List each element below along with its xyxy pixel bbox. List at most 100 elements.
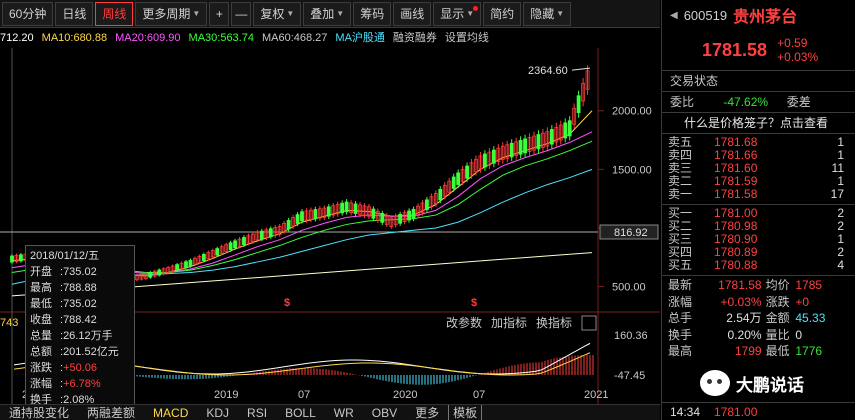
candle-body xyxy=(188,259,193,267)
high-price-label: 2364.60 xyxy=(528,65,568,77)
candle-body xyxy=(532,135,536,151)
toolbar-button-label: 日线 xyxy=(62,6,87,21)
watermark: 大鹏说话 xyxy=(700,368,804,398)
indicator-tab[interactable]: 模板 xyxy=(448,405,483,420)
candle-body xyxy=(304,210,309,221)
moving-average-legend: 712.20 MA10:680.88 MA20:609.90 MA30:563.74 M… xyxy=(0,29,660,47)
bids-label: 买二 xyxy=(668,219,693,233)
bids-price[interactable]: 1780.98 xyxy=(714,219,758,233)
candle-body xyxy=(536,134,541,150)
candle-body xyxy=(527,137,532,152)
toolbar-button-12[interactable]: 隐藏 ▼ xyxy=(523,1,572,26)
asks-label: 卖五 xyxy=(668,135,693,149)
indicator-tab[interactable]: 更多 xyxy=(415,406,440,420)
price-box: 1781.58 +0.59 +0.03% xyxy=(662,30,855,70)
asks-price[interactable]: 1781.58 xyxy=(714,187,758,201)
tooltip-row: 换手: 2.08% xyxy=(30,392,130,408)
candle-body xyxy=(246,235,251,244)
toolbar-button-11[interactable]: 简约 xyxy=(483,1,522,26)
stat-row: 最高 1799 最低 1776 xyxy=(662,343,855,360)
candle-body xyxy=(407,210,411,221)
candle-body xyxy=(554,126,559,143)
bids-price[interactable]: 1780.89 xyxy=(714,245,758,259)
bids-price[interactable]: 1780.88 xyxy=(714,258,758,272)
bid-book: 买一 1781.00 2 买二 1780.98 2 买三 1780.90 1 买四 1780.89 2… xyxy=(662,205,855,272)
candle-body xyxy=(237,238,242,247)
dividend-marker-icon[interactable]: $ xyxy=(471,297,477,309)
indicator-tab[interactable]: WR xyxy=(333,405,354,420)
ma-legend-item[interactable]: 融资融券 xyxy=(392,32,437,44)
tooltip-sep: : xyxy=(60,394,64,406)
toolbar-button-label: 显示 xyxy=(440,6,465,21)
indicator-tab[interactable]: 通持股变化 xyxy=(9,406,70,420)
ma-legend-item[interactable]: MA沪股通 xyxy=(335,32,385,44)
stat-label: 涨跌 xyxy=(765,294,790,309)
candle-body xyxy=(545,131,550,147)
macd-button[interactable]: 换指标 xyxy=(536,315,572,330)
candle-body xyxy=(135,274,139,281)
toolbar-button-1[interactable]: 日线 xyxy=(55,1,94,26)
tooltip-value: +6.78% xyxy=(63,378,101,390)
stat-label: 换手 xyxy=(668,327,693,342)
macd-expand-icon[interactable] xyxy=(581,315,597,331)
toolbar-button-4[interactable]: + xyxy=(209,1,230,26)
trade-status: 交易状态 xyxy=(670,74,719,88)
indicator-tab[interactable]: 两融差额 xyxy=(87,406,136,420)
stat-value: 1781.58 xyxy=(718,278,762,292)
candle-body xyxy=(558,124,563,141)
candle-body xyxy=(197,255,202,263)
indicator-tab[interactable]: BOLL xyxy=(285,405,316,420)
stat-row: 涨幅 +0.03% 涨跌 +0 xyxy=(662,294,855,311)
candle-body xyxy=(179,262,184,270)
bids-label: 买一 xyxy=(668,206,693,220)
toolbar-button-7[interactable]: 叠加 ▼ xyxy=(303,1,352,26)
bids-price[interactable]: 1781.00 xyxy=(714,206,758,220)
toolbar-button-label: 复权 xyxy=(260,6,285,21)
candle-body xyxy=(166,267,171,274)
bids-volume: 1 xyxy=(837,232,844,246)
macd-button[interactable]: 改参数 xyxy=(446,315,482,330)
bids-row: 买三 1780.90 1 xyxy=(662,233,855,246)
bids-price[interactable]: 1780.90 xyxy=(714,232,758,246)
candle-body xyxy=(549,129,554,145)
indicator-tab[interactable]: RSI xyxy=(247,405,268,420)
price-cage-link[interactable]: 什么是价格笼子？点击查看 xyxy=(684,116,829,130)
toolbar-button-label: 筹码 xyxy=(360,6,385,21)
toolbar-button-label: 画线 xyxy=(400,6,425,21)
asks-price[interactable]: 1781.60 xyxy=(714,161,758,175)
indicator-tab[interactable]: OBV xyxy=(371,405,398,420)
candle-body xyxy=(505,144,510,159)
dividend-marker-icon[interactable]: $ xyxy=(284,297,290,309)
stat-label: 最新 xyxy=(668,278,693,292)
stat-row: 最新 1781.58 均价 1785 xyxy=(662,277,855,294)
asks-price[interactable]: 1781.68 xyxy=(714,135,758,149)
prev-stock-icon[interactable]: ◀ xyxy=(670,9,678,21)
toolbar-button-5[interactable]: — xyxy=(231,1,252,26)
asks-price[interactable]: 1781.59 xyxy=(714,174,758,188)
toolbar-button-2[interactable]: 周线 xyxy=(95,1,134,26)
candle-body xyxy=(433,193,438,205)
crosshair-value-box xyxy=(599,224,659,240)
toolbar-button-6[interactable]: 复权 ▼ xyxy=(253,1,302,26)
candle-body xyxy=(487,151,492,166)
indicator-tab[interactable]: MACD xyxy=(153,405,189,420)
toolbar-button-9[interactable]: 画线 xyxy=(393,1,432,26)
x-tick-label: 2019 xyxy=(214,389,238,401)
toolbar-button-8[interactable]: 筹码 xyxy=(353,1,392,26)
toolbar-button-0[interactable]: 60分钟 xyxy=(2,1,54,26)
ma-legend-item[interactable]: 设置均线 xyxy=(444,32,489,44)
asks-row: 卖一 1781.58 17 xyxy=(662,188,855,201)
candle-body xyxy=(500,145,505,161)
toolbar-button-10[interactable]: 显示 ▼ xyxy=(433,1,482,26)
asks-volume: 11 xyxy=(831,161,844,175)
toolbar-button-3[interactable]: 更多周期 ▼ xyxy=(135,1,208,26)
tooltip-sep: : xyxy=(60,314,64,326)
asks-price[interactable]: 1781.66 xyxy=(714,148,758,162)
candle-body xyxy=(465,165,469,179)
indicator-tab[interactable]: KDJ xyxy=(206,405,230,420)
macd-button[interactable]: 加指标 xyxy=(491,315,527,330)
candle-body xyxy=(273,227,278,236)
toolbar-button-label: + xyxy=(215,6,223,21)
tooltip-row: 2018/01/12/五 xyxy=(30,248,130,264)
candle-body xyxy=(393,215,398,226)
